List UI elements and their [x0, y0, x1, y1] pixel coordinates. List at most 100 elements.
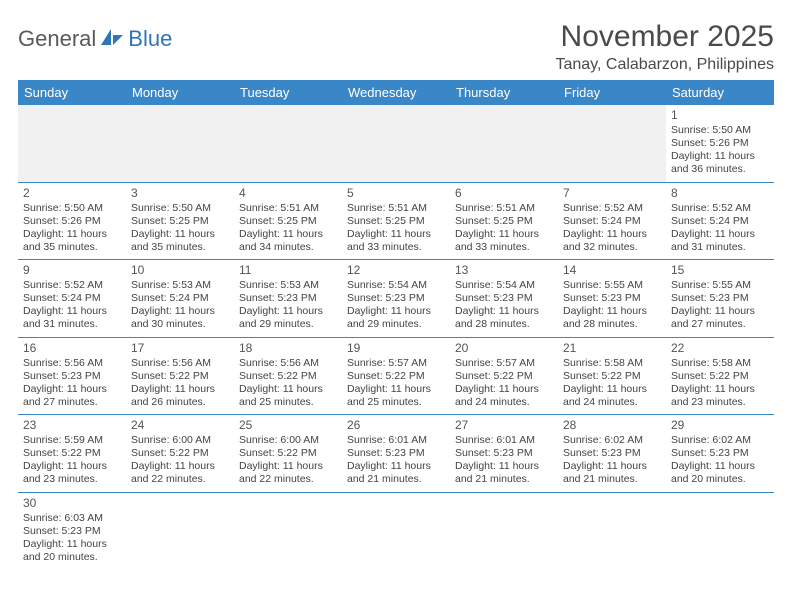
sunset-line: Sunset: 5:26 PM	[23, 215, 121, 228]
daylight-line: Daylight: 11 hours and 20 minutes.	[671, 460, 769, 486]
day-number: 22	[671, 341, 769, 356]
sunrise-line: Sunrise: 5:51 AM	[347, 202, 445, 215]
daylight-line: Daylight: 11 hours and 20 minutes.	[23, 538, 121, 564]
calendar-day-cell	[234, 105, 342, 182]
sunrise-line: Sunrise: 5:54 AM	[347, 279, 445, 292]
daylight-line: Daylight: 11 hours and 23 minutes.	[23, 460, 121, 486]
daylight-line: Daylight: 11 hours and 21 minutes.	[347, 460, 445, 486]
calendar-day-cell	[666, 492, 774, 569]
weekday-header: Thursday	[450, 80, 558, 105]
calendar-day-cell: 9Sunrise: 5:52 AMSunset: 5:24 PMDaylight…	[18, 260, 126, 338]
sunset-line: Sunset: 5:24 PM	[563, 215, 661, 228]
sunset-line: Sunset: 5:25 PM	[131, 215, 229, 228]
sunrise-line: Sunrise: 6:01 AM	[347, 434, 445, 447]
calendar-day-cell: 27Sunrise: 6:01 AMSunset: 5:23 PMDayligh…	[450, 415, 558, 493]
weekday-header: Sunday	[18, 80, 126, 105]
sunset-line: Sunset: 5:22 PM	[131, 370, 229, 383]
daylight-line: Daylight: 11 hours and 35 minutes.	[23, 228, 121, 254]
sunset-line: Sunset: 5:26 PM	[671, 137, 769, 150]
sunrise-line: Sunrise: 5:56 AM	[23, 357, 121, 370]
day-number: 11	[239, 263, 337, 278]
day-number: 19	[347, 341, 445, 356]
calendar-day-cell: 6Sunrise: 5:51 AMSunset: 5:25 PMDaylight…	[450, 182, 558, 260]
sunset-line: Sunset: 5:23 PM	[563, 447, 661, 460]
calendar-day-cell: 22Sunrise: 5:58 AMSunset: 5:22 PMDayligh…	[666, 337, 774, 415]
sunset-line: Sunset: 5:25 PM	[347, 215, 445, 228]
sunrise-line: Sunrise: 5:58 AM	[563, 357, 661, 370]
weekday-header: Monday	[126, 80, 234, 105]
calendar-day-cell: 15Sunrise: 5:55 AMSunset: 5:23 PMDayligh…	[666, 260, 774, 338]
day-number: 9	[23, 263, 121, 278]
sunset-line: Sunset: 5:22 PM	[455, 370, 553, 383]
day-number: 24	[131, 418, 229, 433]
daylight-line: Daylight: 11 hours and 33 minutes.	[347, 228, 445, 254]
sunrise-line: Sunrise: 5:50 AM	[131, 202, 229, 215]
sunset-line: Sunset: 5:23 PM	[239, 292, 337, 305]
day-number: 23	[23, 418, 121, 433]
calendar-day-cell	[558, 492, 666, 569]
calendar-day-cell: 30Sunrise: 6:03 AMSunset: 5:23 PMDayligh…	[18, 492, 126, 569]
calendar-week-row: 30Sunrise: 6:03 AMSunset: 5:23 PMDayligh…	[18, 492, 774, 569]
calendar-day-cell: 17Sunrise: 5:56 AMSunset: 5:22 PMDayligh…	[126, 337, 234, 415]
logo: General Blue	[18, 20, 172, 52]
day-number: 4	[239, 186, 337, 201]
calendar-day-cell: 20Sunrise: 5:57 AMSunset: 5:22 PMDayligh…	[450, 337, 558, 415]
calendar-day-cell: 25Sunrise: 6:00 AMSunset: 5:22 PMDayligh…	[234, 415, 342, 493]
daylight-line: Daylight: 11 hours and 29 minutes.	[239, 305, 337, 331]
sunset-line: Sunset: 5:23 PM	[671, 447, 769, 460]
daylight-line: Daylight: 11 hours and 28 minutes.	[455, 305, 553, 331]
calendar-week-row: 16Sunrise: 5:56 AMSunset: 5:23 PMDayligh…	[18, 337, 774, 415]
sunset-line: Sunset: 5:25 PM	[455, 215, 553, 228]
calendar-day-cell	[126, 492, 234, 569]
sunrise-line: Sunrise: 5:57 AM	[347, 357, 445, 370]
sunset-line: Sunset: 5:22 PM	[671, 370, 769, 383]
sunrise-line: Sunrise: 5:55 AM	[671, 279, 769, 292]
calendar-week-row: 23Sunrise: 5:59 AMSunset: 5:22 PMDayligh…	[18, 415, 774, 493]
sunrise-line: Sunrise: 5:54 AM	[455, 279, 553, 292]
sunrise-line: Sunrise: 6:00 AM	[131, 434, 229, 447]
sunrise-line: Sunrise: 5:56 AM	[131, 357, 229, 370]
calendar-day-cell	[18, 105, 126, 182]
day-number: 8	[671, 186, 769, 201]
calendar-day-cell: 7Sunrise: 5:52 AMSunset: 5:24 PMDaylight…	[558, 182, 666, 260]
calendar-day-cell: 29Sunrise: 6:02 AMSunset: 5:23 PMDayligh…	[666, 415, 774, 493]
day-number: 13	[455, 263, 553, 278]
sunset-line: Sunset: 5:23 PM	[671, 292, 769, 305]
sunrise-line: Sunrise: 5:52 AM	[671, 202, 769, 215]
day-number: 5	[347, 186, 445, 201]
day-number: 16	[23, 341, 121, 356]
sunset-line: Sunset: 5:23 PM	[23, 370, 121, 383]
sunrise-line: Sunrise: 5:50 AM	[671, 124, 769, 137]
daylight-line: Daylight: 11 hours and 24 minutes.	[563, 383, 661, 409]
month-title: November 2025	[556, 20, 775, 54]
sunrise-line: Sunrise: 5:56 AM	[239, 357, 337, 370]
weekday-header: Tuesday	[234, 80, 342, 105]
day-number: 21	[563, 341, 661, 356]
day-number: 1	[671, 108, 769, 123]
day-number: 12	[347, 263, 445, 278]
calendar-day-cell	[450, 492, 558, 569]
calendar-day-cell: 13Sunrise: 5:54 AMSunset: 5:23 PMDayligh…	[450, 260, 558, 338]
sunset-line: Sunset: 5:24 PM	[131, 292, 229, 305]
sunrise-line: Sunrise: 5:50 AM	[23, 202, 121, 215]
calendar-day-cell	[450, 105, 558, 182]
sunrise-line: Sunrise: 6:00 AM	[239, 434, 337, 447]
daylight-line: Daylight: 11 hours and 21 minutes.	[455, 460, 553, 486]
daylight-line: Daylight: 11 hours and 24 minutes.	[455, 383, 553, 409]
sunrise-line: Sunrise: 5:55 AM	[563, 279, 661, 292]
sunrise-line: Sunrise: 6:01 AM	[455, 434, 553, 447]
sunset-line: Sunset: 5:23 PM	[455, 292, 553, 305]
calendar-day-cell: 16Sunrise: 5:56 AMSunset: 5:23 PMDayligh…	[18, 337, 126, 415]
daylight-line: Daylight: 11 hours and 23 minutes.	[671, 383, 769, 409]
day-number: 25	[239, 418, 337, 433]
sunset-line: Sunset: 5:22 PM	[239, 447, 337, 460]
daylight-line: Daylight: 11 hours and 27 minutes.	[23, 383, 121, 409]
logo-text-blue: Blue	[128, 26, 172, 52]
sunrise-line: Sunrise: 5:58 AM	[671, 357, 769, 370]
calendar-day-cell: 1Sunrise: 5:50 AMSunset: 5:26 PMDaylight…	[666, 105, 774, 182]
weekday-header: Wednesday	[342, 80, 450, 105]
daylight-line: Daylight: 11 hours and 30 minutes.	[131, 305, 229, 331]
daylight-line: Daylight: 11 hours and 29 minutes.	[347, 305, 445, 331]
calendar-day-cell: 21Sunrise: 5:58 AMSunset: 5:22 PMDayligh…	[558, 337, 666, 415]
header: General Blue November 2025 Tanay, Calaba…	[18, 20, 774, 74]
